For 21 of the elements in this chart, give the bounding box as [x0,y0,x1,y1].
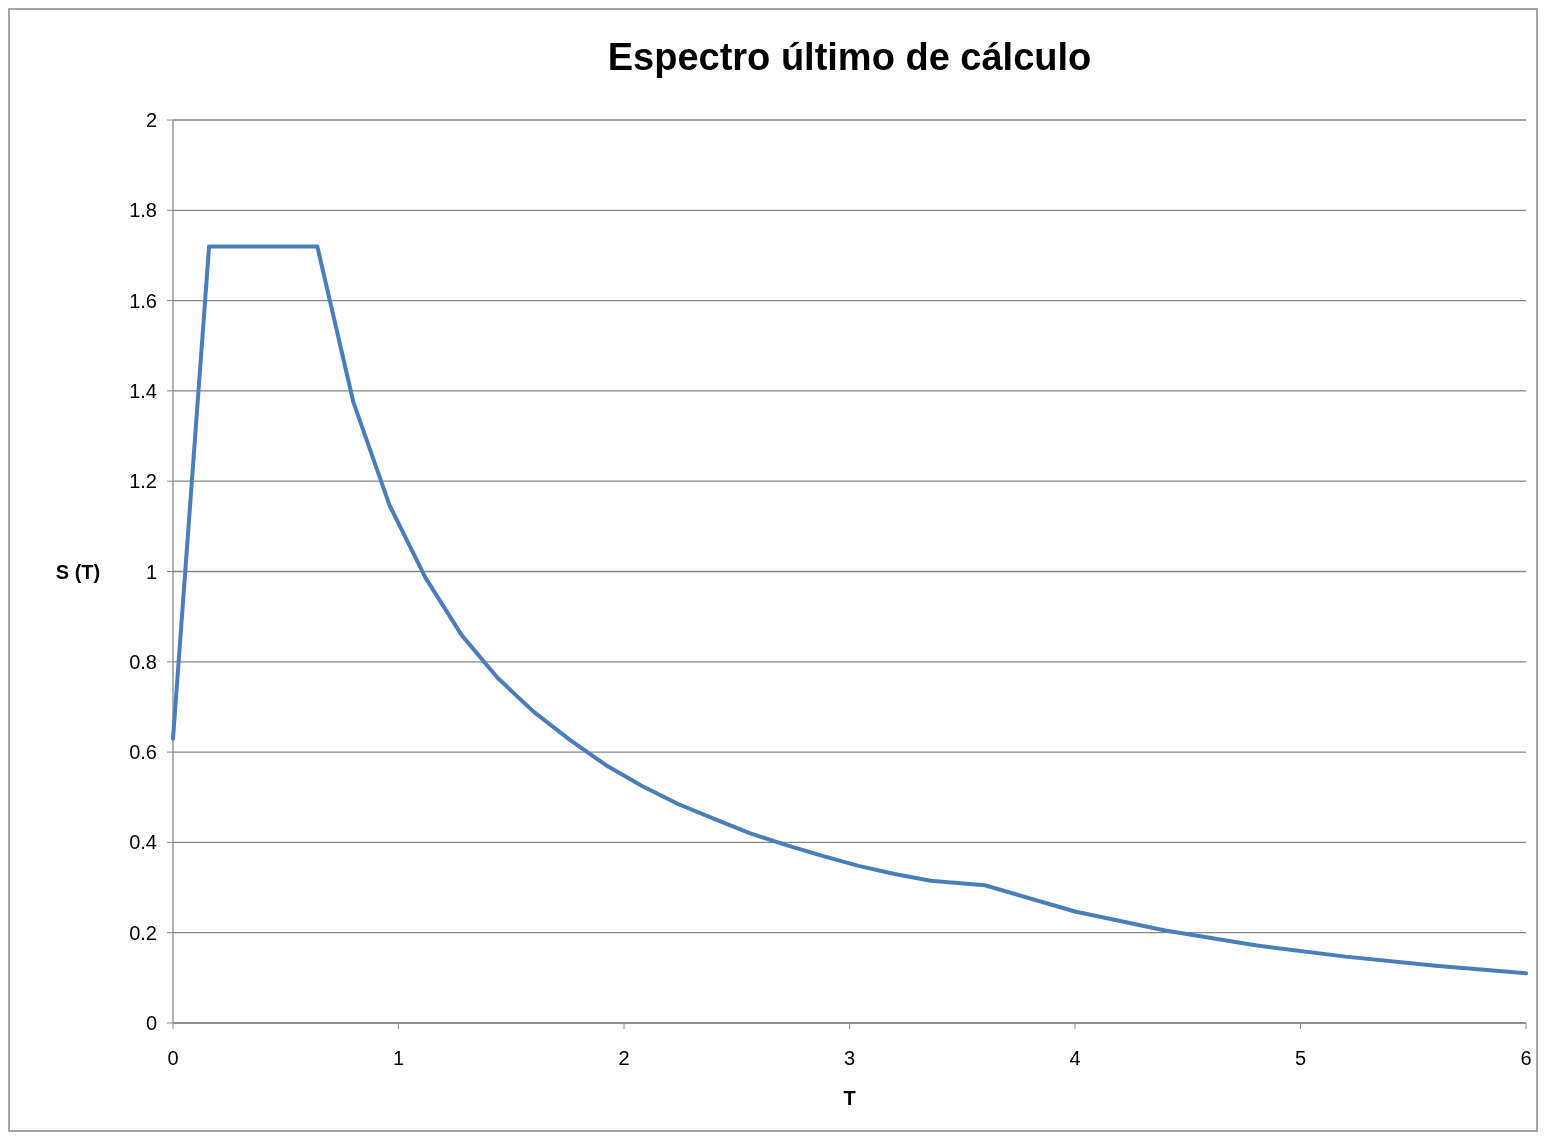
y-tick-label: 0 [145,1012,157,1034]
y-tick-label: 2 [145,109,157,131]
x-tick-label: 0 [167,1047,179,1069]
y-tick-label: 0.6 [129,741,157,764]
chart-title: Espectro último de cálculo [607,36,1092,78]
x-tick-label: 6 [1520,1047,1532,1069]
y-tick-label: 0.8 [129,650,157,673]
y-tick-label: 1.8 [129,199,157,222]
x-tick-label: 1 [392,1047,405,1069]
y-axis-title: S (T) [55,560,101,583]
y-tick-label: 0.4 [129,831,157,854]
y-tick-label: 1.4 [129,379,157,402]
y-tick-label: 0.2 [129,921,157,944]
x-axis-title: T [843,1087,856,1109]
x-tick-label: 4 [1069,1047,1081,1069]
x-tick-label: 2 [618,1047,630,1069]
y-tick-label: 1 [145,560,157,583]
x-tick-label: 3 [843,1047,856,1069]
y-tick-label: 1.2 [129,470,157,493]
y-tick-label: 1.6 [129,289,157,312]
x-tick-label: 5 [1294,1047,1307,1069]
